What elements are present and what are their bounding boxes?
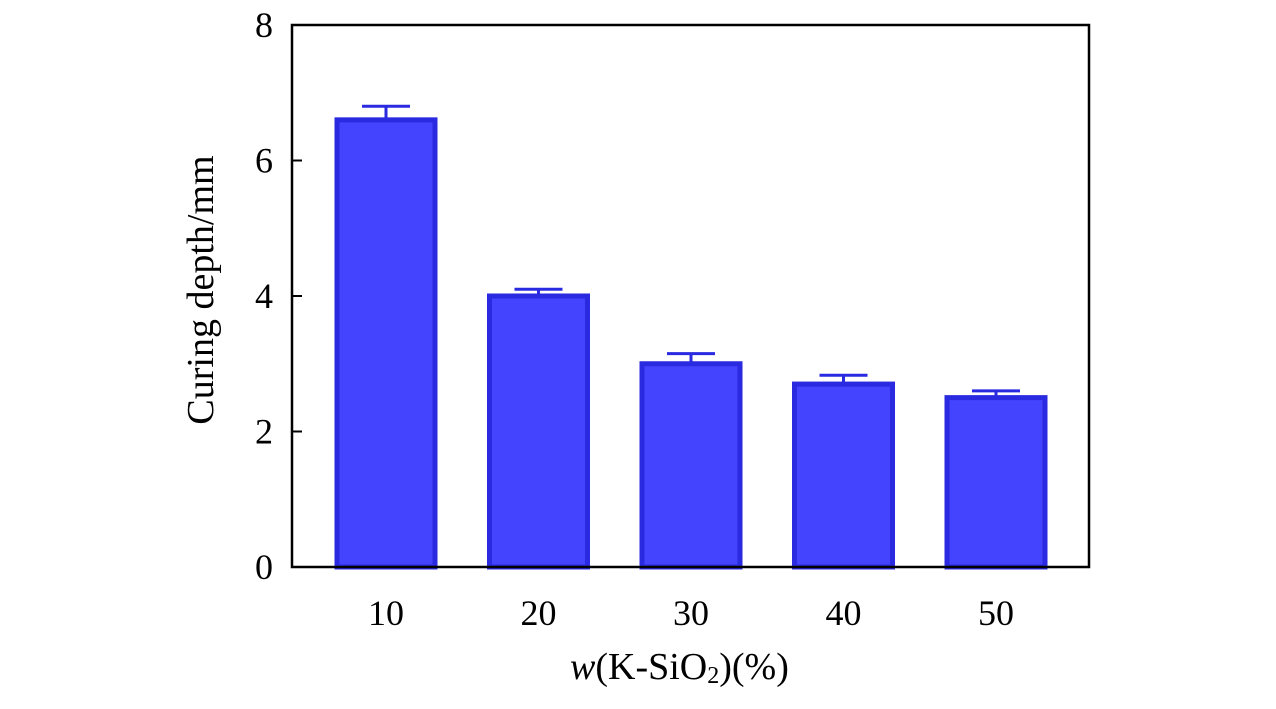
y-tick-label-4: 4 bbox=[255, 276, 273, 316]
error-bar-10 bbox=[362, 104, 410, 120]
x-tick-label-40: 40 bbox=[826, 593, 862, 633]
bars-group bbox=[334, 117, 1048, 570]
x-tick-label-10: 10 bbox=[368, 593, 404, 633]
x-tick-label-50: 50 bbox=[978, 593, 1014, 633]
x-axis-title-pre: (K-SiO bbox=[595, 646, 708, 688]
error-bars-group bbox=[362, 104, 1020, 398]
error-bar-20 bbox=[514, 287, 563, 296]
y-tick-label-8: 8 bbox=[255, 5, 273, 45]
x-tick-label-30: 30 bbox=[673, 593, 709, 633]
x-axis-title-var: w bbox=[570, 646, 596, 688]
bar-20 bbox=[487, 293, 590, 570]
bar-50 bbox=[944, 395, 1048, 570]
bar-40 bbox=[792, 381, 895, 570]
y-tick-label-0: 0 bbox=[255, 547, 273, 587]
y-axis-ticks: 0 2 4 6 8 bbox=[255, 5, 302, 587]
x-tick-label-20: 20 bbox=[521, 593, 557, 633]
y-tick-label-2: 2 bbox=[255, 412, 273, 452]
x-axis-title-post: )(%) bbox=[719, 646, 789, 688]
error-bar-30 bbox=[667, 352, 715, 364]
y-axis-title: Curing depth/mm bbox=[180, 155, 222, 424]
y-tick-label-6: 6 bbox=[255, 141, 273, 181]
bar-10 bbox=[334, 117, 438, 570]
bar-30 bbox=[639, 361, 743, 570]
x-axis-title-sub: 2 bbox=[707, 663, 720, 689]
error-bar-40 bbox=[819, 373, 868, 385]
x-axis-ticks: 10 20 30 40 50 bbox=[368, 593, 1014, 633]
error-bar-50 bbox=[972, 389, 1020, 398]
